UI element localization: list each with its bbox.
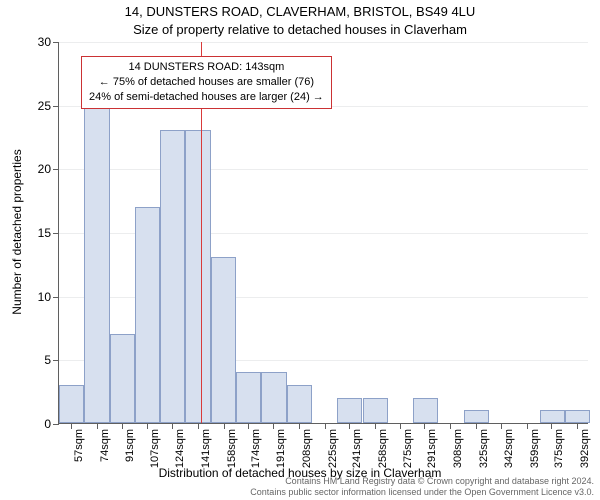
x-tick-label: 174sqm [250, 429, 262, 468]
x-tick-label: 208sqm [301, 429, 313, 468]
x-tick-label: 392sqm [579, 429, 591, 468]
chart-title-sub: Size of property relative to detached ho… [0, 22, 600, 37]
x-tick-label: 275sqm [402, 429, 414, 468]
x-tick [349, 423, 350, 429]
x-tick [325, 423, 326, 429]
y-tick-label: 15 [38, 226, 51, 240]
y-tick [53, 42, 59, 43]
histogram-bar [287, 385, 312, 423]
histogram-bar [261, 372, 286, 423]
x-tick [97, 423, 98, 429]
x-tick [450, 423, 451, 429]
histogram-bar [565, 410, 590, 423]
x-tick-label: 359sqm [529, 429, 541, 468]
histogram-bar [464, 410, 489, 423]
y-tick-label: 30 [38, 35, 51, 49]
y-tick-label: 25 [38, 99, 51, 113]
y-tick [53, 360, 59, 361]
histogram-bar [160, 130, 185, 423]
histogram-bar [337, 398, 362, 423]
x-tick [248, 423, 249, 429]
x-tick-label: 325sqm [478, 429, 490, 468]
y-tick [53, 424, 59, 425]
x-tick-label: 158sqm [226, 429, 238, 468]
y-tick [53, 233, 59, 234]
x-tick [577, 423, 578, 429]
histogram-bar [185, 130, 210, 423]
x-tick-label: 124sqm [174, 429, 186, 468]
annotation-line3: 24% of semi-detached houses are larger (… [89, 90, 324, 105]
y-tick [53, 297, 59, 298]
footer-credits: Contains HM Land Registry data © Crown c… [250, 476, 594, 498]
x-tick-label: 342sqm [503, 429, 515, 468]
y-tick-label: 5 [44, 353, 51, 367]
y-tick-label: 20 [38, 162, 51, 176]
grid-line [59, 42, 588, 43]
x-tick [527, 423, 528, 429]
histogram-bar [363, 398, 388, 423]
x-tick-label: 291sqm [426, 429, 438, 468]
x-tick [476, 423, 477, 429]
histogram-bar [211, 257, 236, 423]
y-axis-label: Number of detached properties [10, 149, 24, 314]
x-tick [299, 423, 300, 429]
annotation-line2: ← 75% of detached houses are smaller (76… [89, 75, 324, 90]
x-tick-label: 225sqm [327, 429, 339, 468]
histogram-bar [236, 372, 261, 423]
grid-line [59, 169, 588, 170]
x-tick [71, 423, 72, 429]
chart-container: 14, DUNSTERS ROAD, CLAVERHAM, BRISTOL, B… [0, 0, 600, 500]
x-tick-label: 57sqm [73, 429, 85, 462]
y-tick [53, 106, 59, 107]
x-tick-label: 241sqm [351, 429, 363, 468]
y-tick-label: 0 [44, 417, 51, 431]
histogram-bar [84, 105, 109, 423]
histogram-bar [135, 207, 160, 423]
histogram-bar [110, 334, 135, 423]
annotation-line1: 14 DUNSTERS ROAD: 143sqm [89, 60, 324, 75]
x-tick-label: 191sqm [275, 429, 287, 468]
histogram-bar [59, 385, 84, 423]
annotation-box: 14 DUNSTERS ROAD: 143sqm ← 75% of detach… [81, 56, 332, 109]
x-tick [147, 423, 148, 429]
chart-title-main: 14, DUNSTERS ROAD, CLAVERHAM, BRISTOL, B… [0, 4, 600, 19]
x-tick-label: 107sqm [149, 429, 161, 468]
x-tick-label: 375sqm [553, 429, 565, 468]
x-tick-label: 91sqm [124, 429, 136, 462]
histogram-bar [413, 398, 438, 423]
x-tick-label: 74sqm [99, 429, 111, 462]
footer-line1: Contains HM Land Registry data © Crown c… [250, 476, 594, 487]
x-tick [224, 423, 225, 429]
x-tick [198, 423, 199, 429]
plot-area: 14 DUNSTERS ROAD: 143sqm ← 75% of detach… [58, 42, 588, 424]
x-tick-label: 258sqm [377, 429, 389, 468]
histogram-bar [540, 410, 565, 423]
x-tick [375, 423, 376, 429]
y-tick [53, 169, 59, 170]
x-tick-label: 308sqm [452, 429, 464, 468]
footer-line2: Contains public sector information licen… [250, 487, 594, 498]
y-tick-label: 10 [38, 290, 51, 304]
x-tick-label: 141sqm [200, 429, 212, 468]
